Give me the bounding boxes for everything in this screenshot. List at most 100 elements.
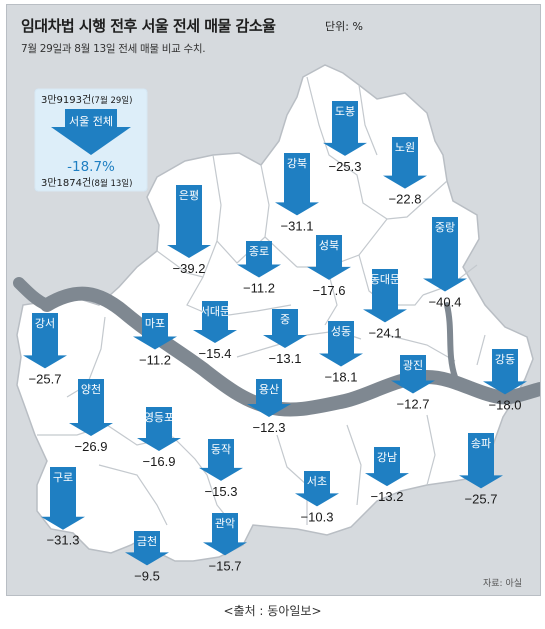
district-markers: 도봉 −25.3 노원 −22.8 강북 −31.1 은평 −39.2 종로 −11.2 성북 −17… bbox=[23, 101, 527, 583]
decline-arrow bbox=[365, 447, 409, 487]
river-tributary bbox=[444, 302, 458, 380]
seoul-map: 3만9193건(7월 29일) 서울 전체 -18.7% 3만1874건(8월 … bbox=[13, 64, 540, 583]
district-marker-8: 중랑 −40.4 bbox=[423, 217, 467, 310]
svg-text:3만9193건(7월 29일): 3만9193건(7월 29일) bbox=[41, 94, 132, 106]
district-name: 용산 bbox=[259, 383, 279, 396]
district-marker-1: 도봉 −25.3 bbox=[323, 101, 367, 174]
decline-arrow bbox=[203, 513, 247, 556]
district-marker-5: 종로 −11.2 bbox=[237, 241, 281, 296]
district-marker-20: 구로 −31.3 bbox=[41, 467, 85, 548]
district-marker-15: 강동 −18.0 bbox=[483, 349, 527, 412]
district-marker-21: 서초 −10.3 bbox=[295, 471, 339, 524]
summary-after-count: 3만1874건 bbox=[41, 177, 91, 189]
decline-arrow bbox=[237, 241, 281, 278]
district-name: 마포 bbox=[145, 317, 165, 330]
chart-subtitle: 7월 29일과 8월 13일 전세 매물 비교 수치. bbox=[21, 43, 206, 55]
district-name: 성동 bbox=[331, 325, 351, 338]
district-name: 도봉 bbox=[335, 105, 355, 118]
seoul-total-summary: 3만9193건(7월 29일) 서울 전체 -18.7% 3만1874건(8월 … bbox=[34, 88, 148, 192]
map-frame: 3만9193건(7월 29일) 서울 전체 -18.7% 3만1874건(8월 … bbox=[6, 4, 541, 596]
district-marker-13: 성동 −18.1 bbox=[319, 321, 363, 385]
district-marker-18: 영등포 −16.9 bbox=[137, 407, 181, 469]
district-name: 송파 bbox=[471, 437, 491, 450]
decline-arrow bbox=[459, 433, 503, 489]
district-name: 금천 bbox=[137, 534, 157, 548]
district-name: 구로 bbox=[53, 471, 73, 484]
decline-arrow bbox=[263, 309, 307, 349]
decline-arrow bbox=[363, 269, 407, 323]
decline-arrow bbox=[319, 321, 363, 367]
district-change-value: −13.2 bbox=[371, 489, 404, 504]
district-change-value: −17.6 bbox=[313, 283, 346, 298]
summary-after-date: (8월 13일) bbox=[91, 178, 132, 189]
decline-arrow bbox=[423, 217, 467, 292]
district-change-value: −39.2 bbox=[173, 261, 206, 276]
district-change-value: −31.1 bbox=[281, 218, 314, 233]
district-change-value: −24.1 bbox=[369, 325, 402, 340]
decline-arrow bbox=[323, 101, 367, 156]
district-name: 강서 bbox=[35, 317, 55, 330]
summary-label: 서울 전체 bbox=[69, 115, 113, 128]
district-change-value: −10.3 bbox=[301, 509, 334, 524]
decline-arrow bbox=[137, 407, 181, 451]
district-marker-19: 동작 −15.3 bbox=[199, 439, 243, 499]
district-name: 종로 bbox=[249, 245, 269, 258]
district-name: 관악 bbox=[215, 517, 235, 530]
decline-arrow bbox=[199, 439, 243, 481]
district-change-value: −31.3 bbox=[47, 533, 80, 548]
summary-before-count: 3만9193건 bbox=[41, 94, 91, 106]
district-change-value: −15.7 bbox=[209, 558, 242, 573]
district-marker-3: 강북 −31.1 bbox=[275, 153, 319, 233]
district-marker-10: 마포 −11.2 bbox=[133, 313, 177, 368]
district-name: 강남 bbox=[377, 451, 397, 464]
decline-arrow bbox=[133, 313, 177, 350]
district-name: 광진 bbox=[403, 359, 423, 372]
district-marker-4: 은평 −39.2 bbox=[167, 185, 211, 276]
district-change-value: −22.8 bbox=[389, 192, 422, 207]
data-source-note: 자료: 아실 bbox=[483, 579, 523, 589]
district-name: 영등포 bbox=[144, 411, 174, 424]
district-change-value: −12.3 bbox=[253, 420, 286, 435]
district-change-value: −40.4 bbox=[429, 295, 462, 310]
han-river bbox=[40, 286, 540, 417]
district-marker-17: 용산 −12.3 bbox=[247, 379, 291, 435]
decline-arrow bbox=[483, 349, 527, 395]
district-marker-16: 양천 −26.9 bbox=[69, 379, 113, 454]
district-change-value: −25.7 bbox=[29, 371, 62, 386]
district-change-value: −13.1 bbox=[269, 351, 302, 366]
district-change-value: −26.9 bbox=[75, 439, 108, 454]
district-name: 은평 bbox=[179, 189, 199, 202]
district-name: 서초 bbox=[307, 475, 327, 488]
district-marker-12: 중 −13.1 bbox=[263, 309, 307, 366]
decline-arrow bbox=[247, 379, 291, 417]
district-change-value: −12.7 bbox=[397, 397, 430, 412]
district-name: 동작 bbox=[211, 443, 231, 456]
decline-arrow bbox=[307, 235, 351, 280]
decline-arrow bbox=[391, 355, 435, 394]
district-change-value: −9.5 bbox=[134, 568, 160, 583]
district-marker-24: 금천 −9.5 bbox=[125, 531, 169, 583]
district-marker-11: 서대문 −15.4 bbox=[193, 301, 237, 361]
decline-arrow bbox=[69, 379, 113, 436]
district-change-value: −11.2 bbox=[139, 353, 171, 368]
summary-before-date: (7월 29일) bbox=[91, 95, 132, 106]
district-name: 중 bbox=[280, 313, 290, 326]
district-change-value: −25.3 bbox=[329, 159, 362, 174]
district-name: 중랑 bbox=[435, 221, 455, 234]
summary-rate: -18.7% bbox=[67, 159, 115, 175]
unit-label: 단위: % bbox=[325, 20, 363, 33]
decline-arrow bbox=[275, 153, 319, 216]
district-marker-23: 송파 −25.7 bbox=[459, 433, 503, 506]
district-marker-6: 성북 −17.6 bbox=[307, 235, 351, 298]
district-change-value: −18.0 bbox=[489, 397, 522, 412]
decline-arrow bbox=[125, 531, 169, 566]
district-change-value: −18.1 bbox=[325, 370, 358, 385]
svg-text:3만1874건(8월 13일): 3만1874건(8월 13일) bbox=[41, 177, 132, 189]
decline-arrow bbox=[383, 137, 427, 189]
decline-arrow bbox=[23, 313, 67, 369]
summary-down-arrow bbox=[51, 109, 131, 155]
district-name: 양천 bbox=[81, 382, 101, 396]
district-change-value: −11.2 bbox=[243, 281, 275, 296]
decline-arrow bbox=[295, 471, 339, 507]
district-marker-7: 동대문 −24.1 bbox=[363, 269, 407, 340]
